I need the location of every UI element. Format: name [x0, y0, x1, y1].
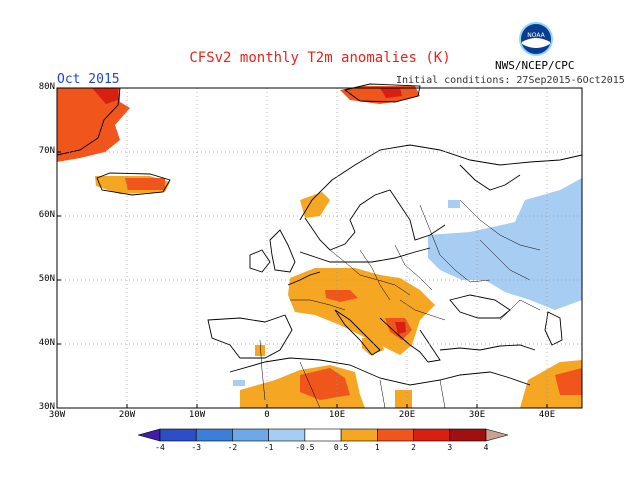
- colorbar-bin: [485, 428, 508, 442]
- lon-label: 10W: [188, 410, 206, 420]
- anomaly-cold-africa: [233, 380, 245, 386]
- colorbar: [138, 428, 508, 442]
- colorbar-label: -4: [155, 443, 165, 452]
- anomaly-iceland-core: [125, 178, 165, 190]
- colorbar-label: 4: [483, 443, 489, 452]
- axis-ticks: [56, 87, 548, 409]
- colorbar-bin: [195, 428, 233, 442]
- anomaly-iberia-spot: [255, 345, 265, 356]
- lon-label: 30W: [48, 410, 66, 420]
- anomaly-middle-east-core: [555, 368, 582, 395]
- borders: [259, 199, 541, 409]
- lat-label: 70N: [38, 146, 55, 156]
- lat-label: 80N: [38, 82, 55, 92]
- lon-label: 20W: [118, 410, 136, 420]
- colorbar-bin: [232, 428, 269, 442]
- lon-label: 30E: [468, 410, 486, 420]
- colorbar-label: 3: [447, 443, 453, 452]
- lon-label: 0: [264, 410, 270, 420]
- anomaly-middle-east: [520, 360, 582, 408]
- lon-label: 20E: [398, 410, 416, 420]
- coastlines: [56, 83, 583, 386]
- anomaly-patches: [57, 86, 582, 408]
- colorbar-bin: [138, 428, 161, 442]
- forecast-month: Oct 2015: [57, 72, 120, 87]
- initial-conditions: Initial conditions: 27Sep2015-6Oct2015: [396, 75, 625, 86]
- anomaly-norway: [300, 192, 330, 218]
- noaa-logo-icon: NOAA: [519, 22, 553, 56]
- anomaly-cold-spot: [448, 200, 460, 208]
- lon-label: 10E: [328, 410, 346, 420]
- colorbar-label: 1: [374, 443, 380, 452]
- lat-label: 50N: [38, 274, 55, 284]
- lat-label: 40N: [38, 338, 55, 348]
- lat-label: 30N: [38, 402, 55, 412]
- anomaly-russia-cold: [428, 178, 582, 310]
- colorbar-label: 0.5: [333, 443, 349, 452]
- colorbar-label: -1: [263, 443, 274, 452]
- colorbar-bin: [449, 428, 487, 442]
- colorbar-bin: [159, 428, 197, 442]
- anomaly-libya: [395, 390, 412, 408]
- colorbar-label: -3: [191, 443, 202, 452]
- chart-title: CFSv2 monthly T2m anomalies (K): [189, 50, 451, 66]
- anomaly-greenland-core: [92, 88, 118, 104]
- map-frame: [56, 87, 583, 409]
- noaa-logo-text: NOAA: [527, 32, 545, 39]
- colorbar-bin: [268, 428, 306, 442]
- anomaly-greenland: [57, 88, 130, 162]
- colorbar-label: -0.5: [295, 443, 315, 452]
- lon-label: 40E: [538, 410, 556, 420]
- colorbar-label: 2: [411, 443, 416, 452]
- anomaly-balkans-core: [395, 322, 406, 334]
- colorbar-label: -2: [227, 443, 238, 452]
- colorbar-bin: [340, 428, 378, 442]
- anomaly-svalbard-core: [380, 88, 402, 98]
- gridlines: [57, 88, 582, 408]
- anomaly-algeria: [300, 368, 350, 400]
- colorbar-bin: [377, 428, 414, 442]
- colorbar-bin: [304, 428, 342, 442]
- colorbar-bin: [413, 428, 451, 442]
- organization-label: NWS/NCEP/CPC: [495, 59, 575, 72]
- anomaly-alps: [325, 290, 358, 302]
- lat-label: 60N: [38, 210, 55, 220]
